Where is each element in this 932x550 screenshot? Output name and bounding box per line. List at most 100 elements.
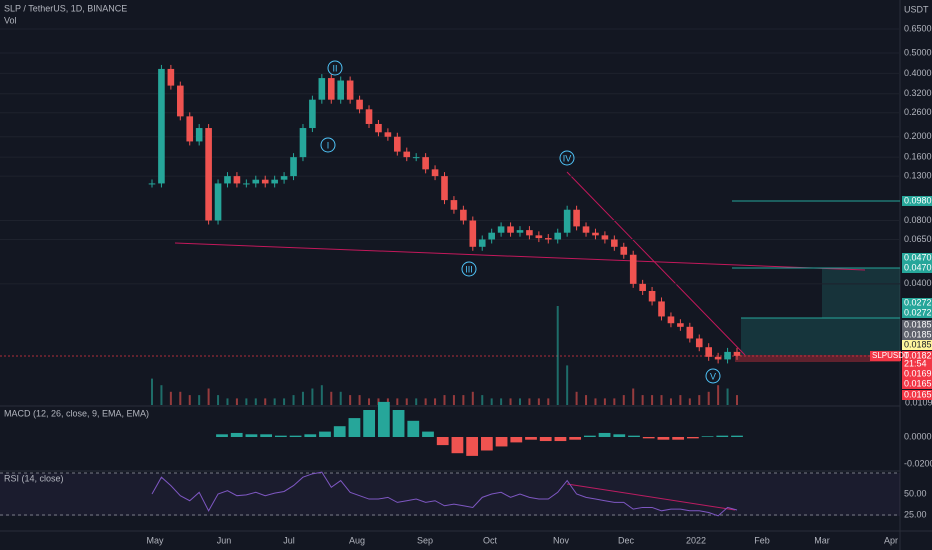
candle [478,239,486,247]
candle [544,238,552,240]
rsi-title: RSI (14, close) [4,473,64,483]
candle [167,68,175,86]
price-tag-label: 0.0185 [904,329,932,339]
macd-bar [569,437,582,440]
macd-bar [510,437,523,443]
target-zone [822,268,900,318]
wave-circle [559,150,575,166]
volume-bar [330,391,333,405]
candle [667,316,675,324]
candle [431,169,439,177]
long-zone [741,318,900,355]
volume-bar [424,398,427,405]
macd-bar [657,437,670,440]
volume-bar [320,385,323,405]
price-tag-label: 0.0182 [904,350,932,360]
volume-bar [651,395,654,405]
price-tag-label: 0.0165 [904,378,932,388]
candle [554,232,562,240]
wave-label: III [465,264,473,274]
macd-bar [363,410,376,437]
candle [243,183,250,185]
wave-label: V [710,371,716,381]
volume-bar [292,395,295,405]
volume-label: Vol [4,15,17,25]
macd-bar [716,435,729,437]
macd-bar [731,435,743,437]
time-label: Mar [814,535,830,545]
volume-bar [717,385,720,405]
price-tag-label: 0.0470 [904,262,932,272]
symbol-tag-label: SLPUSDT [872,351,909,360]
price-tick-label: 0.2000 [904,131,932,141]
macd-bar [628,435,640,437]
price-tick-label: 0.0400 [904,278,932,288]
macd-bar [333,426,346,437]
macd-bar [377,401,390,437]
volume-bar [669,398,672,405]
candle [394,136,401,152]
wave-circle [320,137,336,153]
volume-bar [641,395,644,405]
candle [412,157,420,159]
candle [290,157,297,177]
volume-bar [235,398,238,405]
candle [469,220,477,247]
volume-bar [443,395,446,405]
wave-label: II [332,63,337,73]
candle [252,179,260,184]
price-tag [902,390,932,400]
volume-bar [452,395,455,405]
candle [705,347,712,357]
candle [177,85,184,117]
volume-bar [622,395,625,405]
volume-bar [358,395,361,405]
candle [327,78,335,100]
price-tag-label: 0.0470 [904,252,932,262]
volume-bar [349,395,352,405]
candle [214,183,222,221]
volume-bar [566,365,569,405]
volume-bar [547,398,550,405]
macd-bar [436,437,449,446]
candle [582,226,590,233]
price-tick-label: 0.0650 [904,234,932,244]
volume-bar [151,378,153,405]
macd-bar [554,437,567,442]
macd-bar [583,435,596,437]
price-tag-label: 0.0272 [904,297,932,307]
price-tag [902,340,932,350]
rsi-tick-label: 50.00 [904,488,927,498]
candle [677,323,684,327]
macd-bar [348,418,361,437]
candle [516,230,524,233]
candle [507,226,514,233]
candle [450,200,458,210]
candle [422,157,429,170]
wave-label: I [327,140,330,150]
macd-bar [422,431,434,437]
volume-bar [660,395,663,405]
volume-bar [386,398,389,405]
volume-bar [603,398,606,405]
macd-tick-label: -0.0200 [904,458,932,468]
candle [233,176,241,184]
price-tag [902,308,932,318]
volume-bar [415,398,418,405]
trend-lines [174,171,866,511]
macd-bar [407,420,420,437]
volume-bar [273,398,276,405]
candle [271,179,278,184]
volume-bar [462,395,465,405]
price-tick-label: 0.4000 [904,68,932,78]
candle [318,78,326,100]
time-label: Feb [754,535,770,545]
time-label: Nov [553,535,570,545]
candle [403,151,411,158]
wave-circle [327,60,343,76]
currency: USDT [904,4,929,14]
volume-bar [198,395,201,405]
volume-bar [254,398,257,405]
macd-bar [613,434,626,437]
candle [620,246,628,255]
